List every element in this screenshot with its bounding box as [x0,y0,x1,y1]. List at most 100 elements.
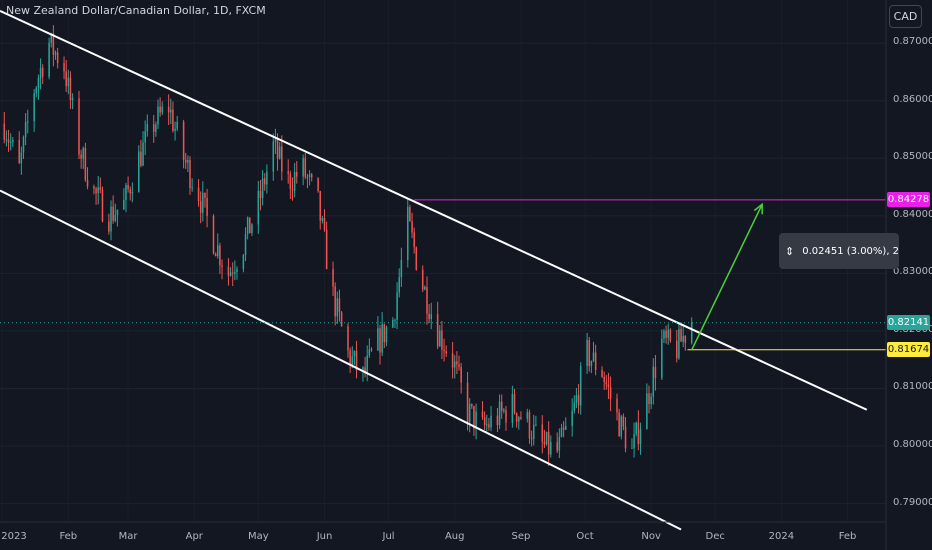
candle-body [93,186,95,189]
candle-body [453,361,456,368]
candle-body [317,177,319,191]
candle-body [63,63,65,72]
candle-body [594,352,597,370]
candle-body [556,442,558,451]
measure-tooltip[interactable]: ⇕ 0.02451 (3.00%), 245 [779,233,899,269]
candle-body [266,171,268,185]
candle-body [564,425,567,430]
candle-body [276,139,279,159]
candle-body [511,393,514,423]
candle-body [257,190,260,225]
candle-body [281,146,283,172]
candle-body [125,185,127,200]
candle-body [191,187,193,189]
y-tick-label: 0.79000 [893,496,932,508]
candle-body [319,190,322,221]
candle-body [33,93,35,122]
candle-body [236,268,238,273]
candle-body [443,349,445,352]
drawings [0,10,886,531]
candle-body [82,147,85,159]
candle-body [332,269,334,287]
candle-body [251,224,253,234]
candle-body [182,121,185,160]
candle-body [138,151,140,193]
candle-body [468,403,471,423]
candle-body [227,266,230,276]
candle-body [547,432,550,455]
x-tick-label: May [247,531,269,542]
y-tick-label: 0.84000 [893,208,932,220]
candle-body [204,192,206,199]
x-tick-label: Dec [705,531,725,542]
candle-body [249,217,251,234]
y-tick-label: 0.85000 [893,151,932,163]
candle-body [520,417,522,419]
candle-body [532,424,535,440]
x-tick-label: Nov [641,531,661,542]
candle-body [620,416,623,437]
candle-body [579,366,582,406]
candle-body [526,412,529,419]
candle-body [263,178,266,185]
x-tick-label: Feb [59,531,78,542]
candle-body [24,121,27,138]
candle-body [289,173,292,189]
currency-button[interactable]: CAD [889,5,922,28]
candle-body [39,67,42,79]
candle-body [690,322,693,343]
candle-body [321,218,324,221]
candle-body [398,277,401,293]
candle-body [295,172,298,177]
candle-body [439,330,441,347]
candle-body [304,157,307,177]
candle-body [498,401,501,426]
candle-body [590,361,593,366]
candle-body [503,410,505,412]
candle-body [293,172,296,191]
candle-body [528,412,531,439]
candle-body [633,434,635,448]
candle-body [409,206,411,222]
candle-body [351,356,354,366]
candle-body [349,350,351,366]
candle-body [631,447,633,449]
candle-body [428,313,430,320]
candle-body [274,139,277,142]
candle-body [108,221,110,232]
candle-body [392,320,394,328]
candle-body [364,367,366,373]
target-price-label: 0.84278 [887,192,930,208]
candle-body [562,427,565,430]
candle-body [155,124,157,132]
candle-body [184,159,187,163]
candle-body [56,52,59,64]
candle-body [400,259,403,278]
candle-body [116,209,119,215]
symbol-title[interactable]: New Zealand Dollar/Canadian Dollar, 1D, … [6,4,266,17]
candle-body [20,152,23,164]
candle-body [287,171,289,174]
candle-body [558,436,561,451]
candle-body [515,413,518,422]
candle-body [325,229,328,270]
channel-upper-line [0,10,868,411]
candle-body [347,326,349,351]
candle-body [575,395,578,403]
candle-body [411,221,413,233]
candle-body [146,124,149,132]
candle-body [654,366,657,378]
candle-body [206,198,208,216]
candle-body [69,77,72,101]
candle-body [458,364,460,368]
candle-body [577,395,580,406]
y-tick-label: 0.80000 [893,439,932,451]
candle-body [131,192,134,194]
candle-body [466,382,469,423]
candle-body [112,206,114,221]
candle-body [67,77,70,87]
candle-body [78,98,80,155]
candle-body [678,328,680,359]
candle-body [189,159,191,189]
